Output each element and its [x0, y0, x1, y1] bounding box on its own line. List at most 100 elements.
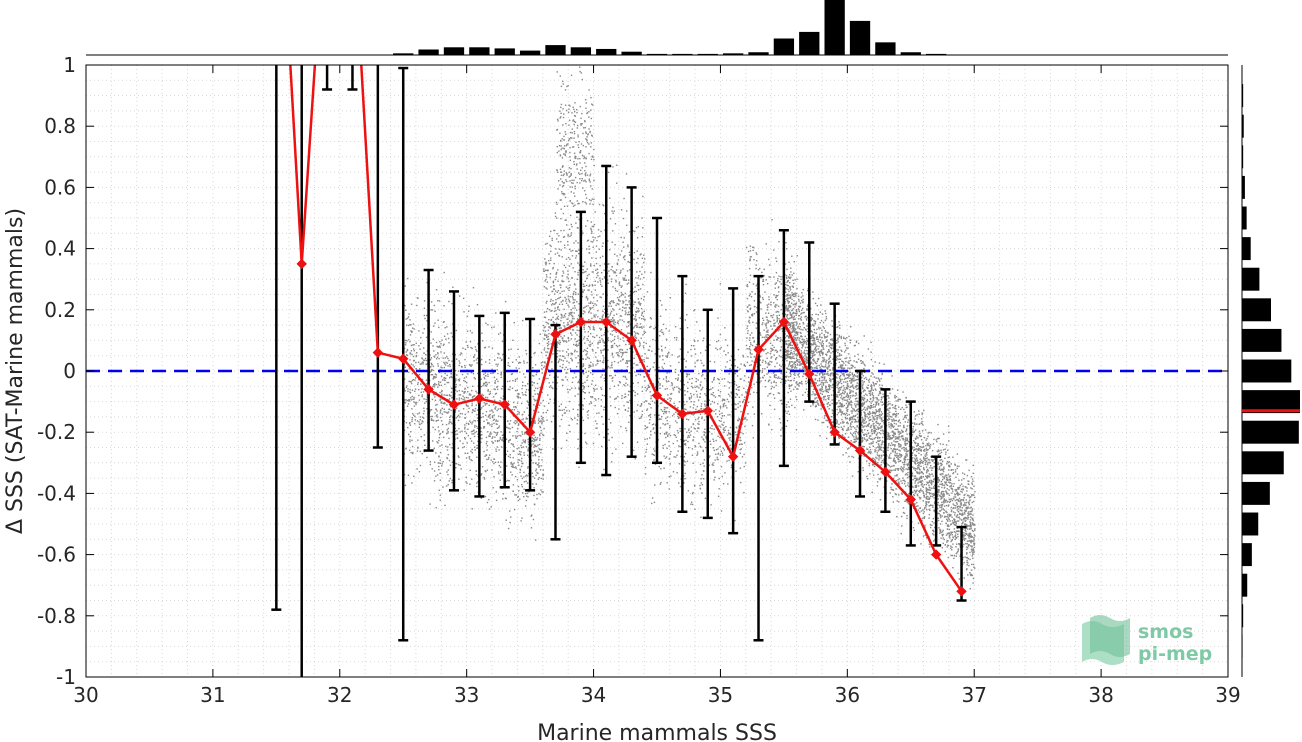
scatter-point: [566, 173, 568, 175]
scatter-point: [713, 449, 715, 452]
scatter-point: [552, 415, 555, 417]
scatter-point: [555, 301, 557, 304]
scatter-point: [570, 417, 572, 420]
scatter-point: [403, 409, 406, 411]
scatter-point: [475, 470, 478, 472]
scatter-point: [679, 348, 682, 350]
scatter-point: [684, 403, 686, 406]
scatter-point: [620, 291, 623, 294]
scatter-point: [746, 327, 748, 329]
scatter-point: [491, 437, 493, 439]
right-histogram-bars: [1242, 84, 1300, 658]
scatter-point: [713, 471, 715, 473]
scatter-point: [433, 470, 436, 472]
scatter-point: [572, 146, 575, 148]
scatter-point: [796, 287, 798, 290]
scatter-point: [593, 390, 595, 392]
scatter-point: [592, 156, 594, 158]
scatter-point: [543, 347, 546, 349]
scatter-point: [565, 180, 568, 183]
scatter-point: [737, 389, 740, 391]
scatter-point: [580, 149, 582, 152]
scatter-point: [519, 397, 522, 399]
scatter-point: [539, 435, 541, 437]
scatter-point: [433, 461, 436, 463]
scatter-point: [645, 400, 647, 402]
scatter-point: [712, 379, 715, 381]
scatter-point: [548, 348, 550, 350]
scatter-point: [678, 391, 680, 394]
scatter-point: [541, 417, 543, 420]
scatter-point: [747, 413, 749, 415]
scatter-point: [786, 268, 788, 271]
scatter-point: [744, 416, 746, 419]
scatter-point: [790, 267, 792, 269]
scatter-point: [787, 302, 790, 304]
scatter-point: [526, 407, 528, 409]
scatter-point: [561, 366, 564, 369]
scatter-point: [558, 409, 560, 411]
scatter-point: [767, 395, 769, 397]
scatter-point: [726, 361, 728, 363]
scatter-point: [770, 301, 772, 304]
scatter-point: [415, 355, 418, 358]
scatter-point: [583, 285, 586, 288]
scatter-point: [583, 155, 585, 157]
scatter-point: [635, 307, 638, 309]
scatter-point: [558, 360, 560, 363]
scatter-point: [480, 407, 483, 409]
scatter-point: [624, 279, 626, 281]
scatter-point: [672, 442, 674, 445]
scatter-point: [730, 391, 732, 393]
scatter-point: [446, 432, 448, 435]
scatter-point: [634, 230, 636, 233]
scatter-point: [412, 344, 414, 346]
scatter-point: [576, 111, 578, 114]
scatter-point: [601, 416, 603, 418]
scatter-point: [632, 327, 635, 329]
scatter-point: [696, 321, 698, 323]
scatter-point: [777, 277, 779, 280]
scatter-point: [474, 378, 477, 380]
scatter-point: [734, 403, 736, 405]
scatter-point: [471, 423, 473, 425]
scatter-point: [642, 318, 645, 320]
scatter-point: [637, 257, 639, 260]
scatter-point: [514, 422, 517, 425]
scatter-point: [601, 316, 604, 318]
scatter-point: [542, 491, 544, 493]
scatter-point: [676, 454, 678, 456]
scatter-point: [776, 304, 778, 306]
scatter-point: [527, 450, 529, 452]
scatter-point: [448, 300, 450, 303]
scatter-point: [765, 279, 767, 281]
scatter-point: [458, 399, 461, 401]
scatter-point: [577, 381, 579, 384]
scatter-point: [486, 444, 489, 447]
scatter-point: [561, 379, 563, 381]
scatter-point: [790, 306, 792, 308]
scatter-point: [599, 256, 602, 259]
scatter-point: [776, 319, 779, 322]
scatter-point: [608, 275, 611, 277]
scatter-point: [538, 459, 540, 461]
scatter-point: [749, 245, 752, 247]
scatter-point: [583, 324, 586, 327]
scatter-point: [500, 388, 503, 390]
scatter-point: [584, 162, 586, 164]
scatter-point: [660, 408, 662, 411]
scatter-point: [415, 342, 417, 345]
scatter-point: [524, 505, 527, 507]
scatter-point: [482, 405, 484, 408]
scatter-point: [497, 471, 500, 473]
scatter-point: [773, 381, 775, 383]
scatter-point: [628, 306, 631, 309]
scatter-point: [562, 299, 564, 302]
scatter-point: [561, 157, 564, 159]
scatter-point: [596, 362, 599, 365]
scatter-point: [724, 429, 726, 431]
scatter-point: [442, 344, 445, 346]
scatter-point: [668, 411, 670, 413]
scatter-point: [639, 288, 642, 290]
scatter-point: [561, 290, 563, 293]
